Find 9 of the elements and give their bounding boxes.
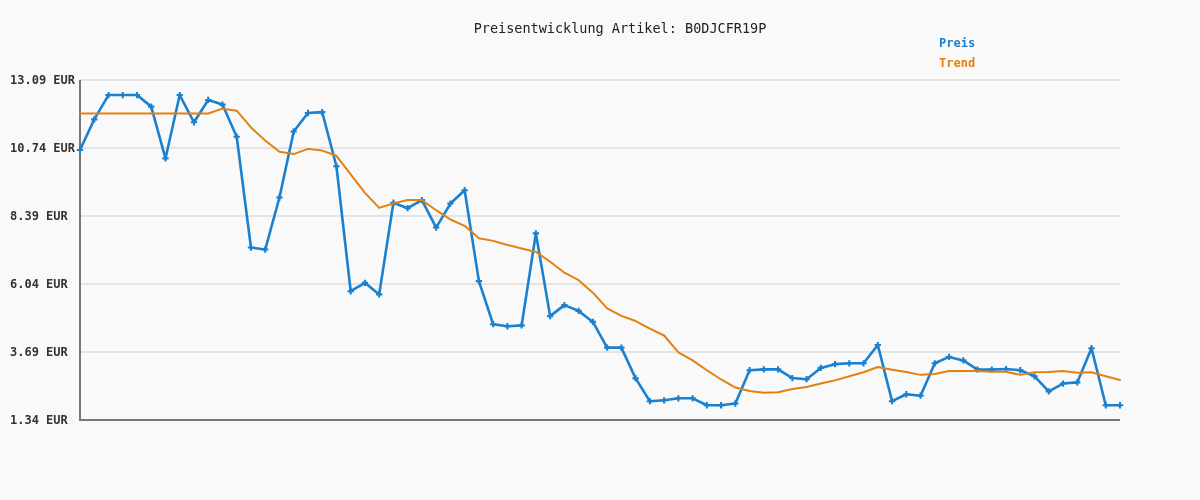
y-tick-label: 3.69 EUR [10, 345, 69, 360]
text: Preis [939, 36, 976, 50]
y-tick-label: 8.39 EUR [10, 209, 69, 224]
y-tick-label: 10.74 EUR [10, 141, 76, 156]
text: Trend [939, 56, 976, 70]
y-tick-label: 13.09 EUR [10, 73, 76, 88]
y-tick-label: 1.34 EUR [10, 413, 69, 428]
y-tick-label: 6.04 EUR [10, 277, 69, 292]
chart-title: Preisentwicklung Artikel: B0DJCFR19P [473, 20, 767, 36]
